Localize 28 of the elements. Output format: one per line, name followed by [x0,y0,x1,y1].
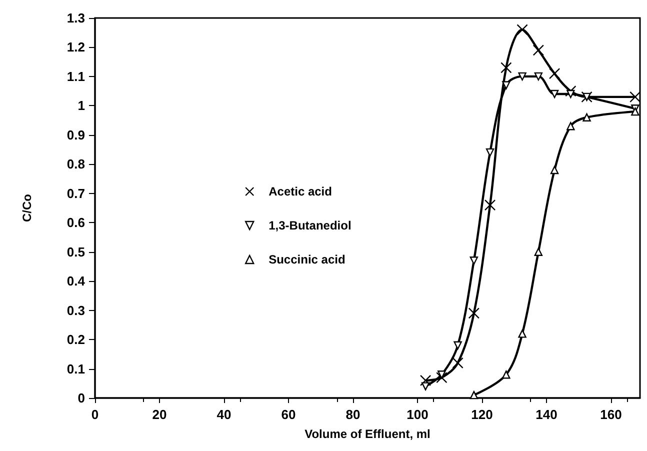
y-tick-label: 0.1 [66,361,85,376]
x-tick-label: 160 [600,407,622,422]
y-tick-label: 0.9 [66,127,85,142]
legend-label: Acetic acid [268,184,332,198]
x-tick-label: 40 [216,407,232,422]
x-tick-label: 0 [91,407,99,422]
y-tick-label: 0.2 [66,332,85,348]
y-tick-label: 1.2 [66,40,85,55]
x-axis-title: Volume of Effluent, ml [304,427,430,441]
y-tick-label: 0 [78,390,85,406]
x-tick-label: 120 [471,407,493,422]
y-tick-label: 0.6 [66,215,85,230]
y-tick-label: 0.4 [66,274,86,289]
legend-label: 1,3-Butanediol [268,218,352,232]
y-tick-label: 1.1 [66,68,85,84]
y-axis-title: C/Co [20,194,34,222]
y-tick-label: 1.3 [66,10,85,26]
x-tick-label: 60 [281,407,296,422]
y-tick-label: 0.5 [66,244,85,260]
x-tick-label: 140 [536,407,558,422]
y-tick-label: 1 [78,98,85,114]
y-tick-label: 0.3 [66,302,85,318]
x-tick-label: 20 [152,407,167,422]
x-tick-label: 80 [346,407,360,422]
y-tick-label: 0.8 [66,156,85,172]
legend-label: Succinic acid [268,252,346,266]
y-tick-label: 0.7 [66,186,85,201]
x-tick-label: 100 [406,407,428,422]
